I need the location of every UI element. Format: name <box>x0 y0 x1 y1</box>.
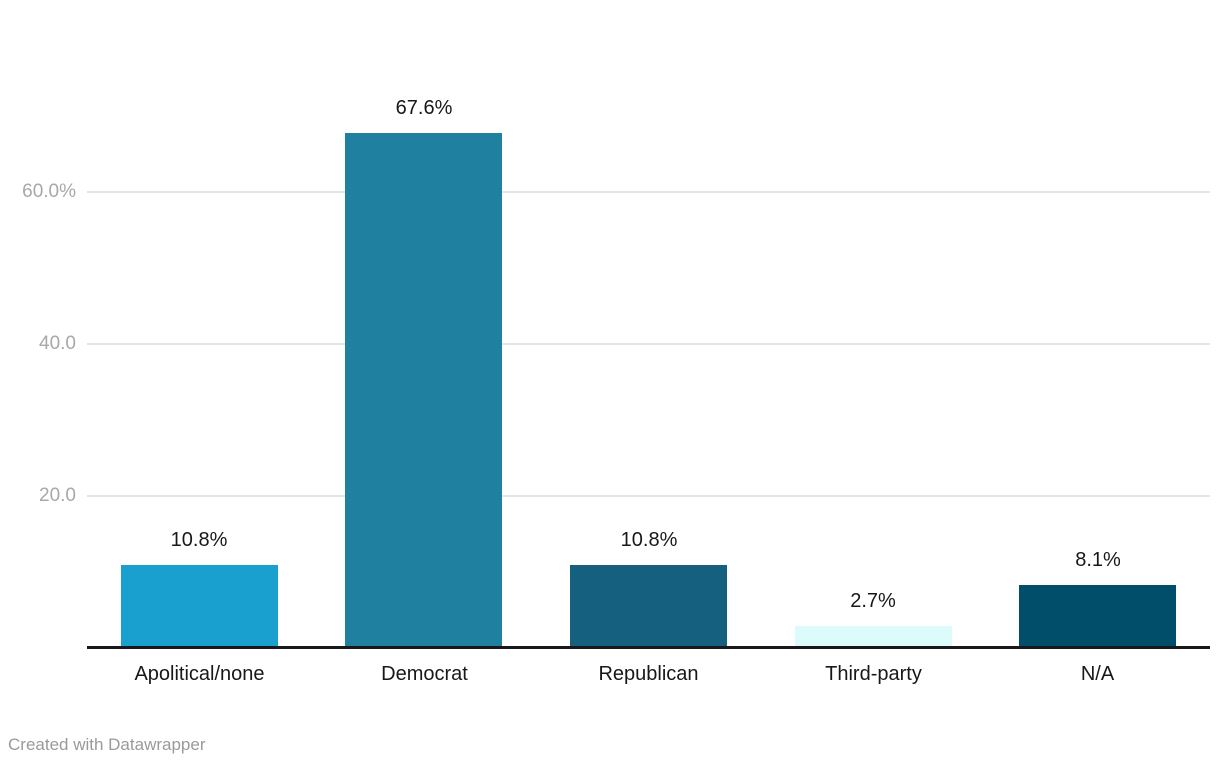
x-axis-label-democrat: Democrat <box>381 663 468 685</box>
datawrapper-credit-link[interactable]: Created with Datawrapper <box>8 735 206 754</box>
bar-value-label: 8.1% <box>1075 549 1121 571</box>
y-tick-label: 20.0 <box>39 485 76 506</box>
bar-value-label: 67.6% <box>395 97 453 119</box>
bar-apolitical-none <box>121 565 278 647</box>
bar-third-party <box>795 626 952 647</box>
x-axis-line <box>87 646 1210 649</box>
bar-republican <box>570 565 727 647</box>
x-axis-label-apolitical-none: Apolitical/none <box>134 663 265 685</box>
bar-value-label: 2.7% <box>850 590 896 612</box>
x-axis-label-third-party: Third-party <box>825 663 922 685</box>
x-axis-label-n-a: N/A <box>1080 663 1115 685</box>
gridline-20 <box>87 495 1210 497</box>
y-tick-label: 60.0% <box>22 181 76 202</box>
bar-value-label: 10.8% <box>620 529 678 551</box>
bar-democrat <box>345 133 502 647</box>
gridline-60 <box>87 191 1210 193</box>
bar-value-label: 10.8% <box>170 529 228 551</box>
y-tick-label: 40.0 <box>39 333 76 354</box>
gridline-40 <box>87 343 1210 345</box>
bar-n-a <box>1019 585 1176 647</box>
x-axis-label-republican: Republican <box>598 663 699 685</box>
